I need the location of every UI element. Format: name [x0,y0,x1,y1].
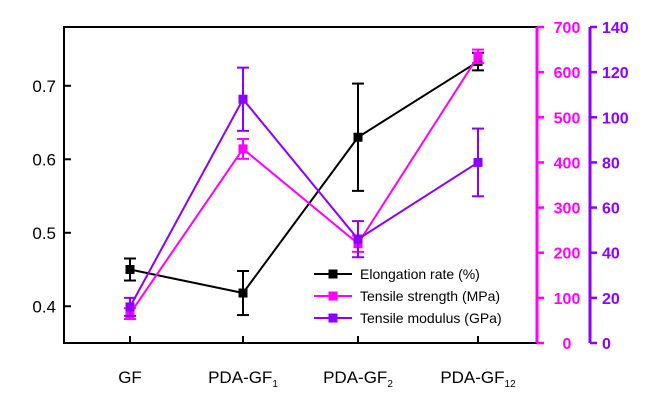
data-point [238,94,248,104]
data-point [353,132,363,142]
series-2 [124,66,484,317]
legend-marker [328,291,338,301]
data-point [473,157,483,167]
tensile-modulus-tick-label: 140 [602,20,629,37]
x-tick-label: PDA-GF1 [208,368,278,390]
tensile-strength-tick-label: 300 [554,201,581,218]
legend-marker [328,269,338,279]
legend-item: Tensile modulus (GPa) [314,310,502,326]
legend-item: Elongation rate (%) [314,266,480,282]
tensile-modulus-tick-label: 100 [602,110,629,127]
tensile-strength-tick-label: 100 [554,291,581,308]
legend-item: Tensile strength (MPa) [314,288,500,304]
left-tick-label: 0.6 [32,150,56,169]
tensile-strength-tick-label: 400 [554,155,581,172]
legend: Elongation rate (%) Tensile strength (MPa… [314,266,502,326]
x-tick-label: PDA-GF2 [323,368,393,390]
tensile-strength-tick-label: 200 [554,246,581,263]
tensile-modulus-tick-label: 60 [602,201,620,218]
tensile-strength-tick-label: 500 [554,110,581,127]
tensile-strength-tick-label: 700 [554,20,581,37]
tensile-modulus-tick-label: 120 [602,65,629,82]
x-axis: GF PDA-GF1 PDA-GF2 PDA-GF12 [118,336,516,390]
legend-label: Tensile strength (MPa) [360,288,500,304]
legend-marker [328,313,338,323]
data-point [238,144,248,154]
data-point [125,265,135,275]
tensile-strength-tick-label: 600 [554,65,581,82]
data-point [238,288,248,298]
x-tick-label: PDA-GF12 [440,368,516,390]
data-point [353,234,363,244]
left-tick-label: 0.5 [32,224,56,243]
tensile-modulus-tick-label: 80 [602,155,620,172]
left-tick-label: 0.7 [32,77,56,96]
tensile-modulus-tick-label: 0 [602,336,611,353]
x-tick-label: GF [118,368,142,387]
series-line [129,60,479,295]
tensile-modulus-tick-label: 40 [602,246,620,263]
series-layer [124,48,484,321]
tensile-strength-axis: 0 100 200 300 400 500 600 700 [535,20,581,353]
left-tick-label: 0.4 [32,297,56,316]
tensile-modulus-axis: 0 20 40 60 80 100 120 140 [588,20,629,353]
legend-label: Elongation rate (%) [360,266,480,282]
tensile-strength-tick-label: 0 [563,336,572,353]
data-point [125,302,135,312]
left-y-axis: 0.4 0.5 0.6 0.7 [32,77,71,316]
tensile-modulus-tick-label: 20 [602,291,620,308]
series-line [129,55,479,315]
series-line [129,97,479,308]
legend-label: Tensile modulus (GPa) [360,310,502,326]
data-point [473,51,483,61]
